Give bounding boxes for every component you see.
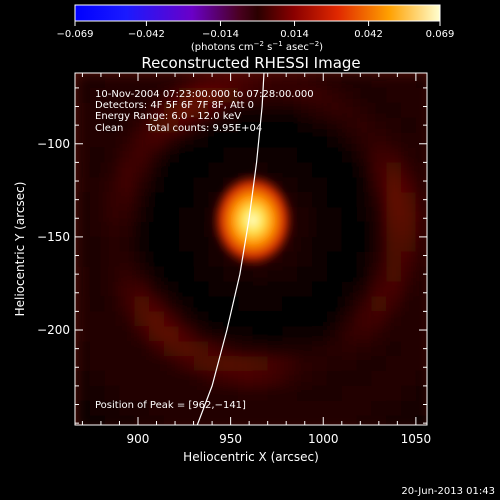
- x-axis-label: Heliocentric X (arcsec): [183, 450, 319, 464]
- y-tick-label: −200: [37, 323, 70, 337]
- colorbar-tick-label: −0.069: [56, 29, 93, 40]
- plot-frame: [74, 72, 428, 426]
- colorbar-tick-label: 0.069: [426, 29, 455, 40]
- y-axis-label: Heliocentric Y (arcsec): [13, 182, 27, 317]
- footer-timestamp: 20-Jun-2013 01:43: [401, 486, 495, 497]
- peak-position-label: Position of Peak = [962,−141]: [95, 400, 246, 411]
- colorbar-ticks: −0.069 −0.042 −0.014 0.014 0.042 0.069: [56, 21, 454, 40]
- x-tick-label: 1050: [401, 432, 432, 446]
- y-tick-label: −100: [37, 137, 70, 151]
- colorbar-tick-label: −0.014: [202, 29, 239, 40]
- y-axis-ticks: −100 −150 −200: [37, 87, 427, 424]
- colorbar-tick-label: −0.042: [128, 29, 165, 40]
- annotation-detectors: Detectors: 4F 5F 6F 7F 8F, Att 0: [95, 100, 254, 111]
- colorbar: [74, 4, 441, 22]
- annotation-time-range: 10-Nov-2004 07:23:00.000 to 07:28:00.000: [95, 89, 314, 100]
- image-area: [75, 73, 427, 425]
- annotation-block: 10-Nov-2004 07:23:00.000 to 07:28:00.000…: [95, 89, 314, 134]
- solar-limb-curve: [196, 73, 265, 425]
- annotation-method: Clean: [95, 123, 123, 134]
- x-tick-label: 950: [219, 432, 242, 446]
- flare-peak: [210, 172, 295, 269]
- annotation-energy-range: Energy Range: 6.0 - 12.0 keV: [95, 111, 241, 122]
- colorbar-tick-label: 0.042: [354, 29, 383, 40]
- colorbar-unit-label: (photons cm−2 s−1 asec−2): [191, 40, 323, 53]
- x-axis-ticks: 900 950 1000 1050: [81, 73, 432, 446]
- x-tick-label: 900: [127, 432, 150, 446]
- x-tick-label: 1000: [308, 432, 339, 446]
- y-tick-label: −150: [37, 230, 70, 244]
- annotation-total-counts: Total counts: 9.95E+04: [145, 123, 262, 134]
- chart-title: Reconstructed RHESSI Image: [141, 54, 360, 72]
- colorbar-tick-label: 0.014: [280, 29, 309, 40]
